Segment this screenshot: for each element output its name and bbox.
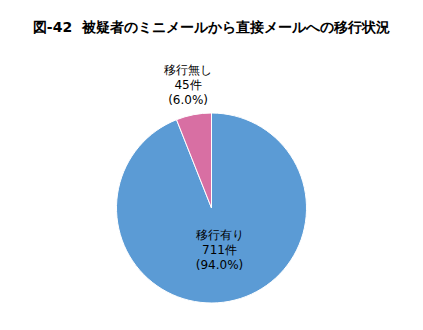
html-text:被疑者のミニメールから直接メールへの移行状況: 被疑者のミニメールから直接メールへの移行状況: [82, 19, 391, 35]
svg-text:移行無し45件(6.0%): 移行無し45件(6.0%): [164, 63, 212, 107]
html-text:図-42: 図-42: [32, 19, 73, 35]
svg-text:移行有り711件(94.0%): 移行有り711件(94.0%): [196, 228, 244, 272]
